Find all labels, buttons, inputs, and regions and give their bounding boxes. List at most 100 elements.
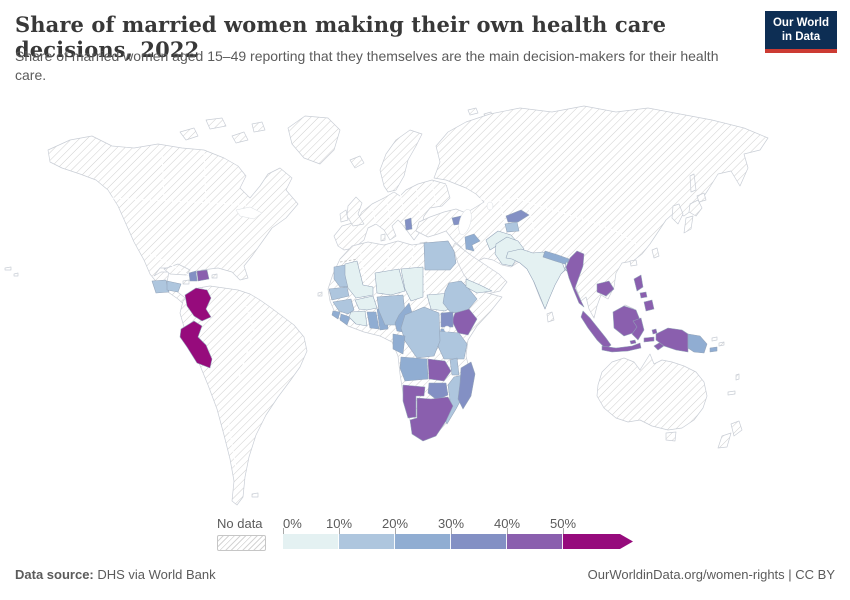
country-png-new-britain[interactable] (709, 346, 718, 353)
country-indonesia-sumatra[interactable] (580, 310, 612, 350)
legend-tick-mark (563, 528, 564, 534)
country-albania[interactable] (404, 217, 413, 231)
country-jordan[interactable] (464, 233, 481, 252)
country-mali[interactable] (344, 260, 374, 299)
legend-tick-mark (339, 528, 340, 534)
legend-tick-label: 30% (437, 516, 465, 531)
data-source-value: DHS via World Bank (93, 567, 216, 582)
legend-no-data[interactable]: No data (217, 516, 277, 551)
arctic-islands (179, 107, 493, 144)
korea-peninsula (671, 203, 684, 225)
legend-tick-label: 40% (493, 516, 521, 531)
legend-bin-50pct[interactable] (563, 534, 633, 549)
caribbean-islands (4, 263, 323, 498)
country-papua-new-guinea[interactable] (687, 333, 708, 354)
country-cambodia[interactable] (596, 280, 615, 297)
legend-bin-30pct[interactable] (451, 534, 507, 549)
country-honduras[interactable] (166, 280, 182, 293)
lake-victoria (443, 325, 451, 333)
country-egypt[interactable] (423, 240, 457, 271)
island-japan (683, 173, 707, 234)
owid-logo-line1: Our World (772, 17, 829, 29)
legend-tick-label: 10% (325, 516, 353, 531)
landmass-asia (415, 105, 769, 319)
country-dominican-republic[interactable] (196, 269, 210, 282)
country-philippines-visayas[interactable] (639, 291, 648, 299)
country-indonesia-papua[interactable] (655, 327, 689, 353)
license-url: OurWorldinData.org/women-rights | CC BY (587, 567, 835, 582)
country-chad[interactable] (400, 266, 424, 302)
country-guatemala[interactable] (151, 279, 170, 294)
pacific-islands (711, 336, 740, 396)
island-tasmania (665, 431, 677, 442)
country-india[interactable] (505, 248, 566, 310)
country-malawi[interactable] (449, 357, 460, 376)
aral-sea (486, 201, 494, 211)
legend-tick-mark (395, 528, 396, 534)
landmass-europe (333, 179, 451, 251)
country-haiti[interactable] (188, 270, 198, 282)
country-philippines[interactable] (633, 274, 644, 292)
country-cote-divoire[interactable] (348, 310, 368, 327)
chart-title: Share of married women making their own … (15, 12, 667, 62)
legend-tick-mark (283, 528, 284, 534)
country-angola[interactable] (399, 356, 429, 382)
landmass-australia (596, 353, 708, 431)
country-peru[interactable] (179, 320, 213, 369)
legend-no-data-swatch (217, 535, 266, 551)
country-indonesia-lesser-sunda[interactable] (629, 339, 637, 345)
lakes (235, 201, 494, 333)
country-indonesia-maluku[interactable] (651, 328, 658, 335)
country-sierra-leone[interactable] (331, 310, 341, 320)
island-hainan (629, 259, 638, 267)
country-colombia[interactable] (184, 287, 212, 322)
legend-tick-label: 0% (283, 516, 302, 531)
landmass-south-america (179, 285, 308, 506)
legend-tick-mark (451, 528, 452, 534)
landmass-greenland (287, 115, 341, 165)
caspian-sea (458, 209, 472, 235)
country-myanmar[interactable] (565, 250, 585, 308)
legend-scale: 0% 10% 20% 30% 40% 50% (283, 516, 653, 556)
country-dr-congo[interactable] (400, 306, 441, 359)
legend-bin-0pct[interactable] (283, 534, 339, 549)
country-niger[interactable] (374, 268, 406, 296)
country-namibia[interactable] (402, 384, 426, 419)
island-ireland (339, 209, 349, 223)
legend-tick-label: 20% (381, 516, 409, 531)
legend-bin-40pct[interactable] (507, 534, 563, 549)
country-congo-gabon[interactable] (392, 333, 406, 355)
great-lakes (235, 206, 263, 220)
country-ghana[interactable] (366, 311, 380, 330)
country-senegal[interactable] (328, 286, 350, 301)
legend-bin-10pct[interactable] (339, 534, 395, 549)
country-madagascar[interactable] (457, 361, 476, 410)
landmass-north-america (47, 135, 299, 321)
legend-bin-20pct[interactable] (395, 534, 451, 549)
country-burkina-faso[interactable] (354, 295, 378, 311)
country-indonesia-java[interactable] (601, 342, 642, 353)
legend-no-data-label: No data (217, 516, 263, 531)
legend-tick-mark (507, 528, 508, 534)
landmass-scandinavia (379, 129, 423, 193)
owid-logo[interactable]: Our World in Data (764, 11, 837, 53)
island-taiwan (651, 247, 660, 259)
chart-subtitle: Share of married women aged 15–49 report… (15, 48, 719, 84)
country-indonesia-flores[interactable] (643, 336, 655, 343)
country-zambia[interactable] (427, 358, 452, 382)
data-countries (151, 209, 718, 442)
country-uganda[interactable] (440, 311, 454, 328)
country-philippines-mindanao[interactable] (643, 299, 655, 312)
data-source-label: Data source: (15, 567, 94, 582)
country-liberia[interactable] (339, 313, 351, 326)
island-iceland (349, 155, 365, 169)
country-yemen[interactable] (465, 278, 493, 294)
country-kyrgyzstan[interactable] (505, 209, 530, 223)
disputed-borders (339, 258, 359, 263)
country-tajikistan[interactable] (504, 221, 520, 233)
country-south-africa[interactable] (409, 396, 454, 442)
country-indonesia-sulawesi[interactable] (631, 317, 645, 341)
island-sri-lanka (546, 311, 555, 323)
